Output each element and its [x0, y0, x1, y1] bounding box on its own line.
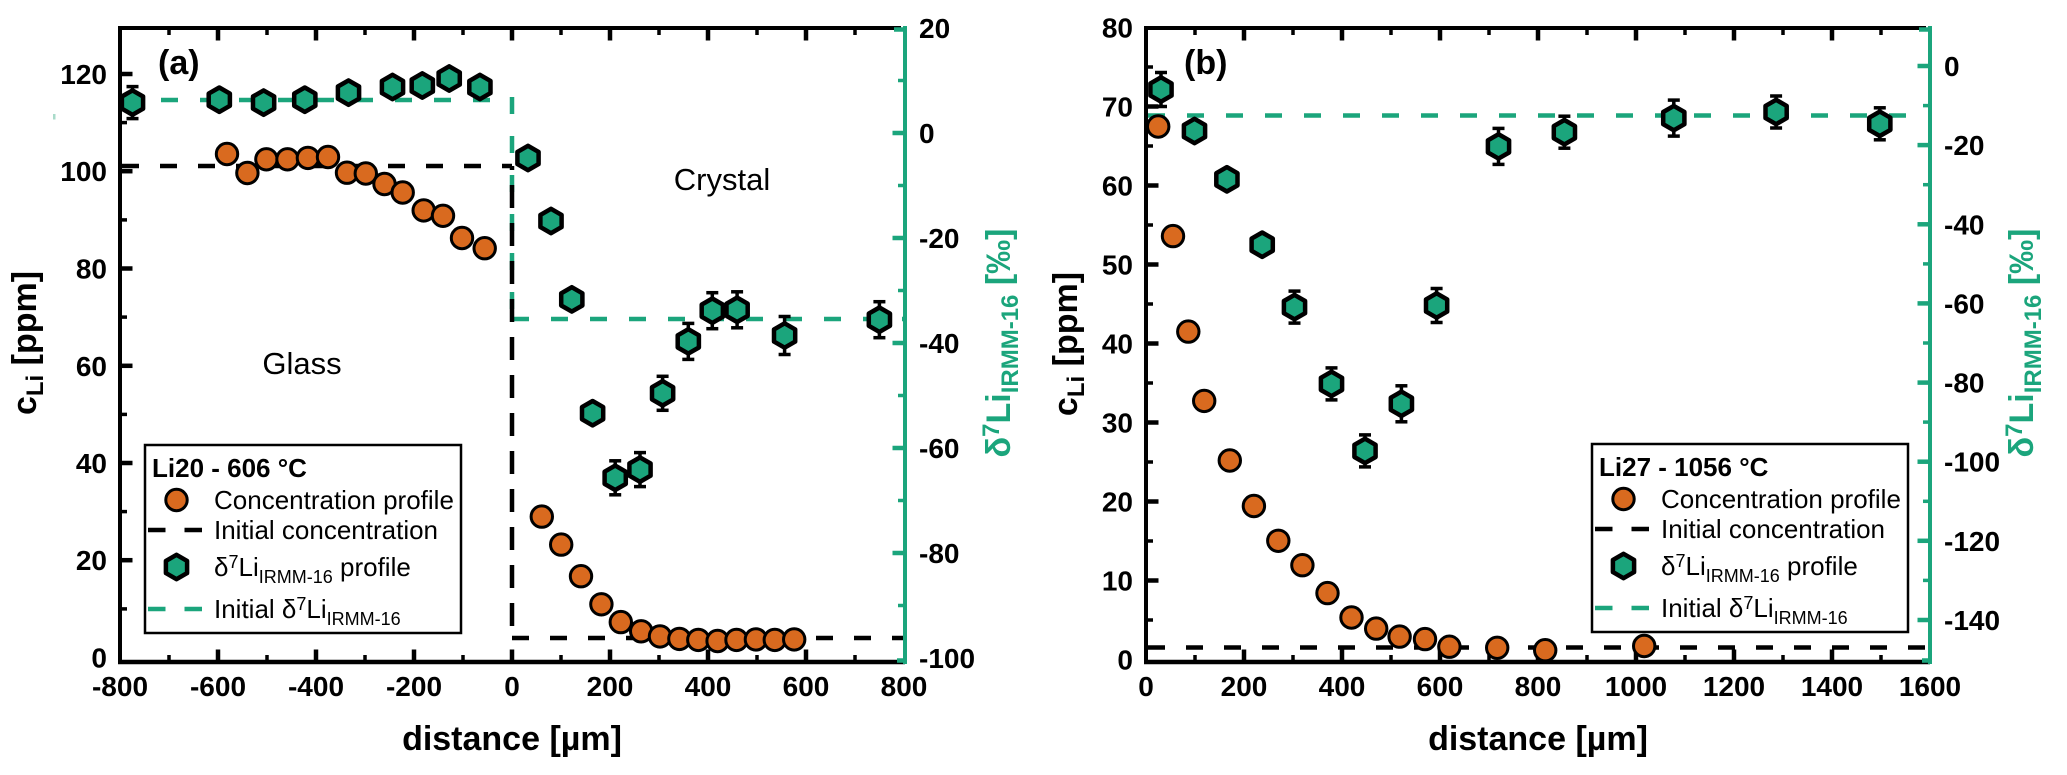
- svg-text:-40: -40: [919, 328, 959, 359]
- svg-text:Crystal: Crystal: [674, 162, 770, 197]
- svg-text:200: 200: [1221, 671, 1268, 702]
- svg-text:20: 20: [1102, 487, 1133, 518]
- svg-text:1000: 1000: [1605, 671, 1667, 702]
- svg-text:-120: -120: [1944, 526, 2000, 557]
- svg-text:70: 70: [1102, 92, 1133, 123]
- svg-text:-400: -400: [288, 671, 344, 702]
- svg-text:30: 30: [1102, 408, 1133, 439]
- svg-text:cLi [ppm]: cLi [ppm]: [1047, 272, 1090, 416]
- svg-text:-60: -60: [919, 433, 959, 464]
- svg-text:cLi [ppm]: cLi [ppm]: [6, 271, 49, 415]
- svg-text:Initial concentration: Initial concentration: [214, 515, 438, 545]
- svg-text:distance [µm]: distance [µm]: [1428, 720, 1648, 758]
- svg-text:-100: -100: [919, 643, 975, 674]
- svg-text:40: 40: [1102, 329, 1133, 360]
- svg-text:-80: -80: [1944, 368, 1984, 399]
- svg-text:10: 10: [1102, 566, 1133, 597]
- svg-text:0: 0: [1138, 671, 1154, 702]
- svg-text:600: 600: [783, 671, 830, 702]
- svg-text:Li27 - 1056 °C: Li27 - 1056 °C: [1599, 452, 1769, 482]
- svg-text:0: 0: [1944, 51, 1960, 82]
- svg-text:50: 50: [1102, 250, 1133, 281]
- svg-text:1400: 1400: [1801, 671, 1863, 702]
- svg-text:400: 400: [685, 671, 732, 702]
- svg-text:Initial concentration: Initial concentration: [1661, 514, 1885, 544]
- svg-text:20: 20: [76, 545, 107, 576]
- svg-text:-600: -600: [190, 671, 246, 702]
- svg-text:-80: -80: [919, 538, 959, 569]
- svg-text:120: 120: [60, 59, 107, 90]
- svg-text:Concentration profile: Concentration profile: [214, 485, 454, 515]
- svg-text:60: 60: [1102, 171, 1133, 202]
- svg-text:200: 200: [587, 671, 634, 702]
- svg-text:80: 80: [1102, 13, 1133, 44]
- svg-text:0: 0: [919, 118, 935, 149]
- svg-text:600: 600: [1417, 671, 1464, 702]
- svg-text:20: 20: [919, 13, 950, 44]
- svg-text:-200: -200: [386, 671, 442, 702]
- svg-text:40: 40: [76, 448, 107, 479]
- svg-text:Li20 - 606 °C: Li20 - 606 °C: [152, 453, 307, 483]
- svg-text:Glass: Glass: [262, 346, 341, 381]
- svg-text:(b): (b): [1184, 44, 1227, 82]
- svg-text:1600: 1600: [1899, 671, 1961, 702]
- svg-text:1200: 1200: [1703, 671, 1765, 702]
- svg-text:-100: -100: [1944, 447, 2000, 478]
- svg-text:400: 400: [1319, 671, 1366, 702]
- svg-text:0: 0: [91, 643, 107, 674]
- svg-text:0: 0: [1117, 645, 1133, 676]
- svg-text:Concentration profile: Concentration profile: [1661, 484, 1901, 514]
- svg-text:100: 100: [60, 156, 107, 187]
- svg-text:-20: -20: [1944, 130, 1984, 161]
- svg-text:distance [µm]: distance [µm]: [402, 720, 622, 758]
- svg-text:0: 0: [504, 671, 520, 702]
- svg-text:(a): (a): [158, 44, 200, 82]
- svg-text:-800: -800: [92, 671, 148, 702]
- svg-text:60: 60: [76, 351, 107, 382]
- svg-text:-20: -20: [919, 223, 959, 254]
- svg-text:-140: -140: [1944, 605, 2000, 636]
- svg-text:800: 800: [881, 671, 928, 702]
- svg-text:80: 80: [76, 254, 107, 285]
- svg-text:-40: -40: [1944, 209, 1984, 240]
- svg-text:800: 800: [1515, 671, 1562, 702]
- svg-text:-60: -60: [1944, 288, 1984, 319]
